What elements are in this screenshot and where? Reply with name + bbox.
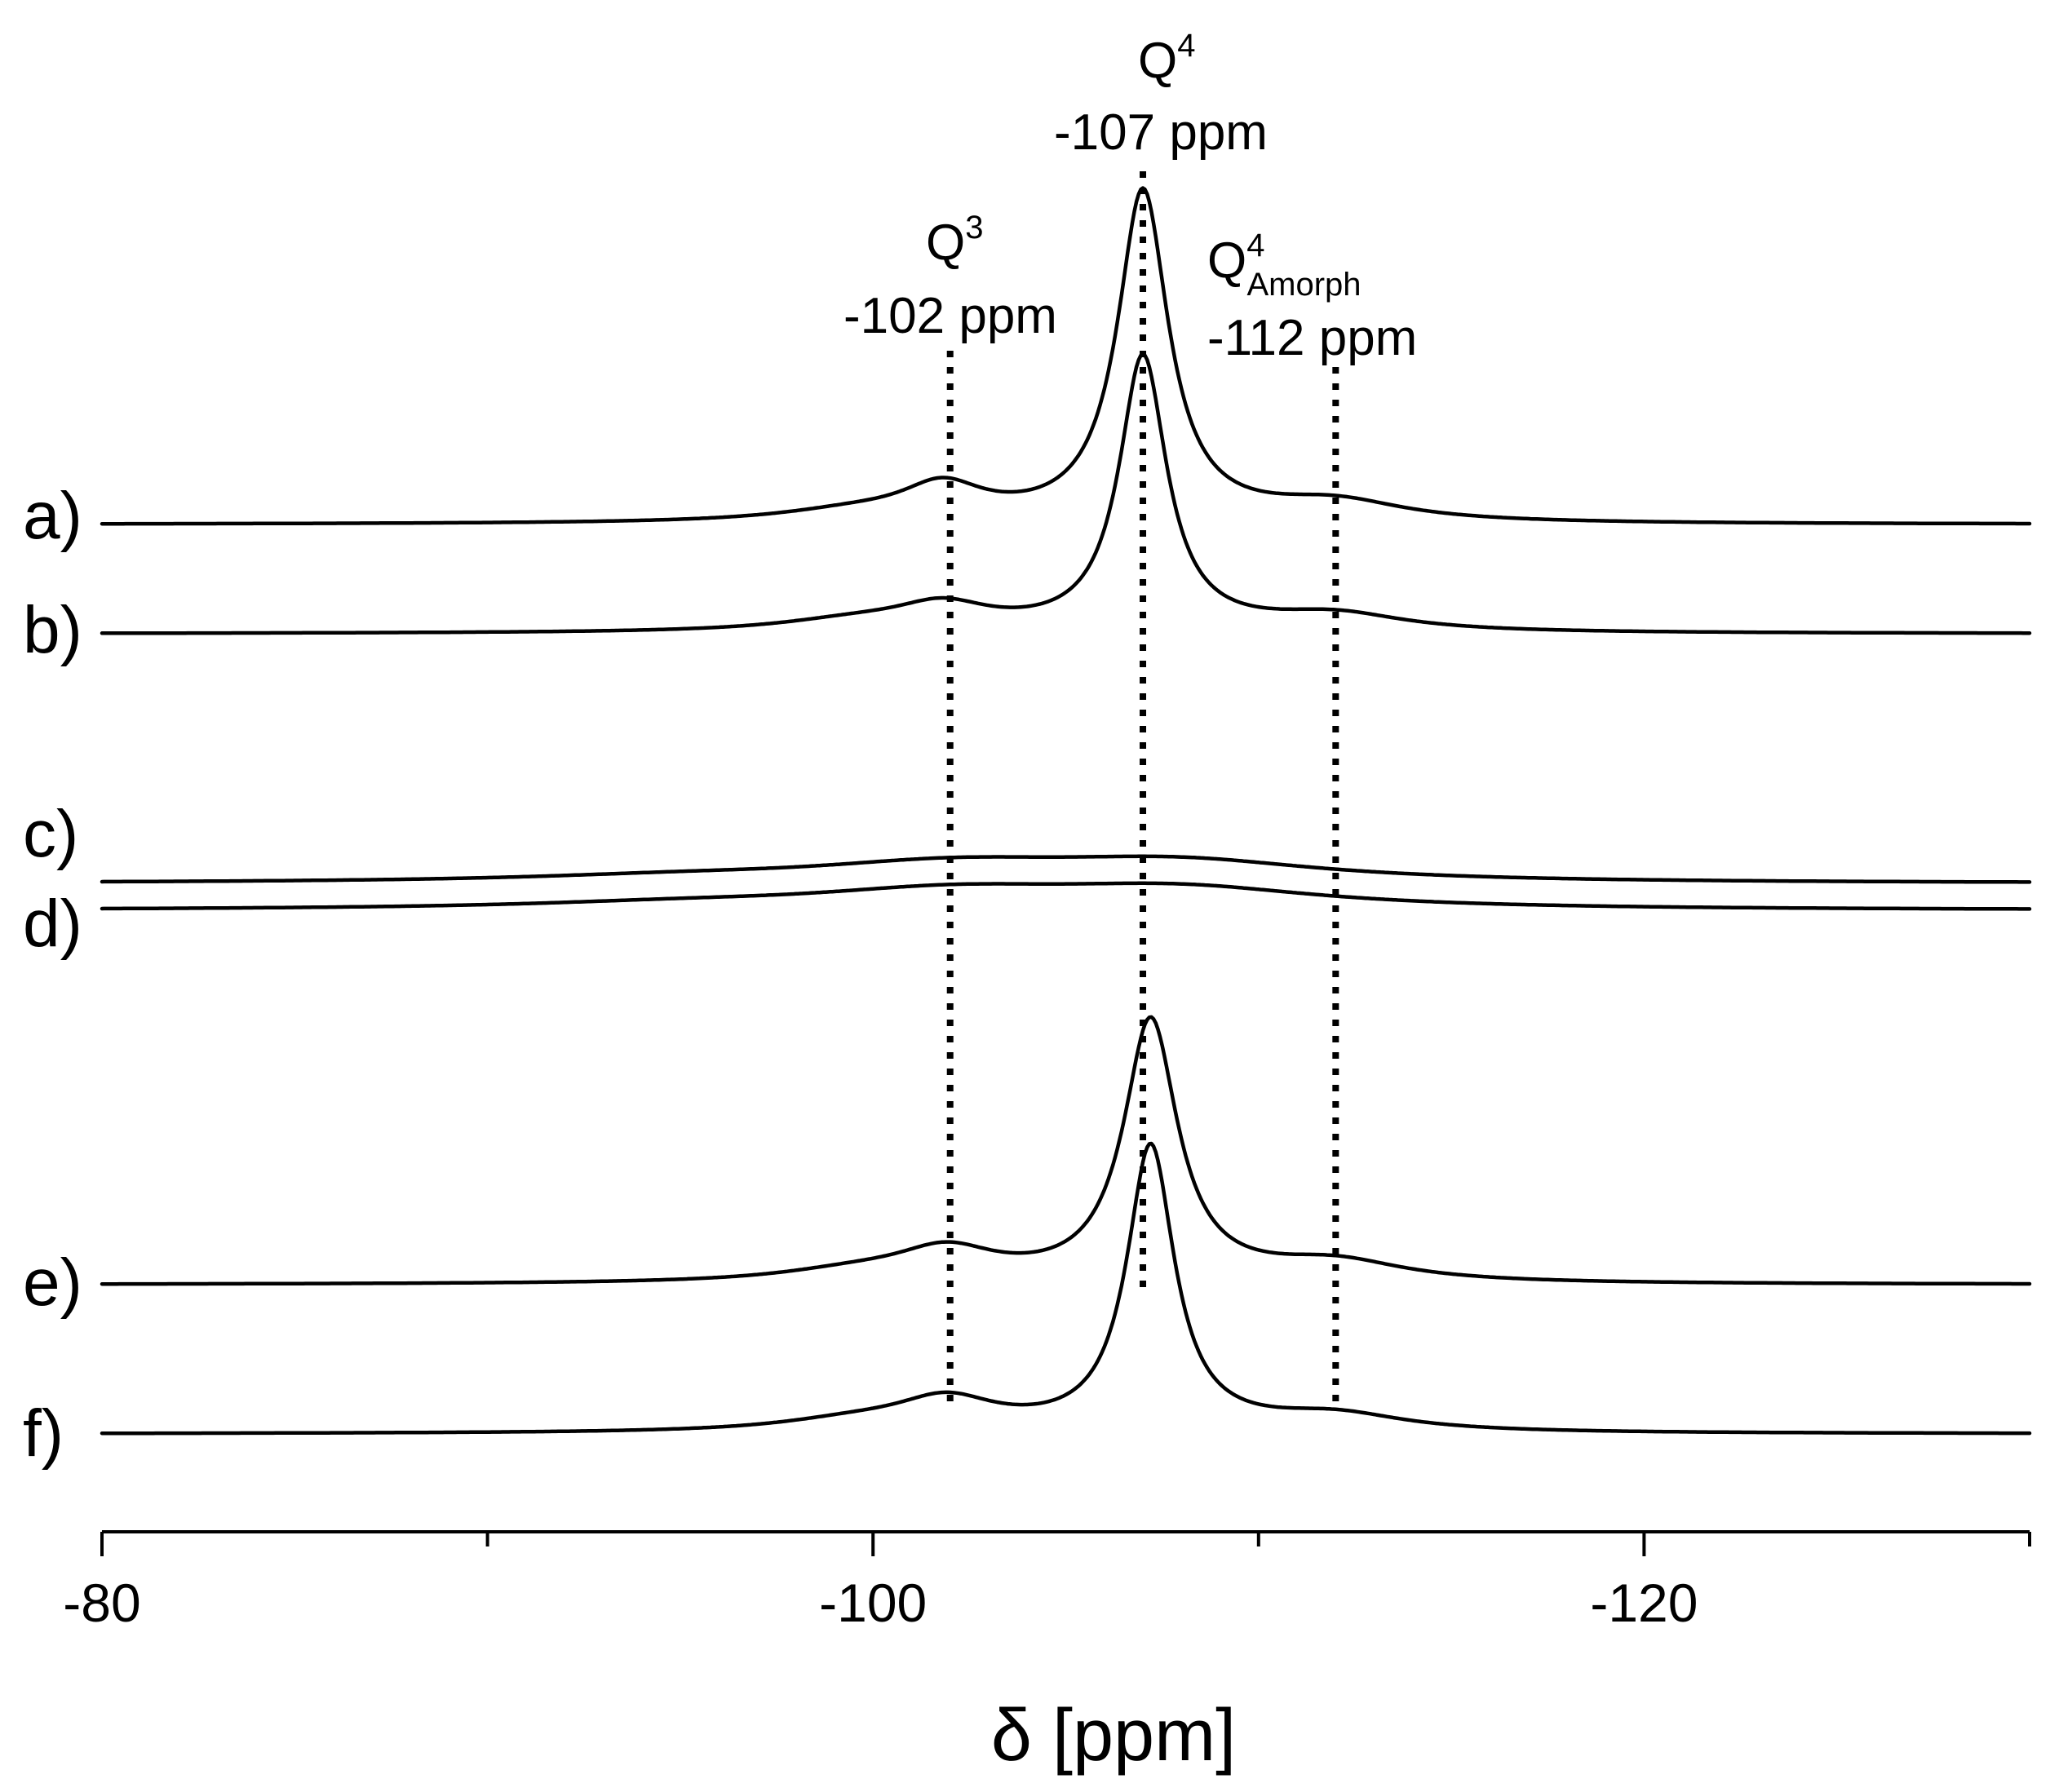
x-tick-label: -80 (63, 1573, 140, 1633)
spectrum-b (100, 352, 2032, 635)
series-label-a: a) (23, 479, 82, 553)
spectrum-c (100, 854, 2032, 884)
x-tick-label: -120 (1590, 1573, 1698, 1633)
annotation-value-1: -102 ppm (843, 288, 1057, 344)
series-label-e: e) (23, 1246, 82, 1320)
peak-annotations: Q3 -102 ppm Q4 -107 ppm Q4 Amorph -112 ppm (843, 28, 1417, 366)
x-axis: -80 -100 -120 (63, 1530, 2031, 1633)
series-label-d: d) (23, 887, 82, 961)
series-label-c: c) (23, 797, 78, 871)
series-label-f: f) (23, 1396, 64, 1471)
annotation-label-1: Q3 (926, 210, 983, 271)
spectrum-d (100, 881, 2032, 911)
annotation-label-3: Q4 Amorph (1207, 228, 1362, 303)
spectra-traces (100, 186, 2032, 1436)
annotation-value-2: -107 ppm (1054, 104, 1268, 161)
series-labels: a) b) c) d) e) f) (23, 479, 82, 1471)
spectrum-e (100, 1015, 2032, 1286)
x-axis-label: δ [ppm] (991, 1695, 1236, 1777)
spectrum-f (100, 1141, 2032, 1436)
reference-lines (946, 171, 1339, 1407)
annotation-label-2: Q4 (1138, 28, 1195, 89)
annotation-value-3: -112 ppm (1207, 310, 1417, 366)
series-label-b: b) (23, 593, 82, 667)
spectrum-a (100, 186, 2032, 526)
x-tick-label: -100 (819, 1573, 927, 1633)
